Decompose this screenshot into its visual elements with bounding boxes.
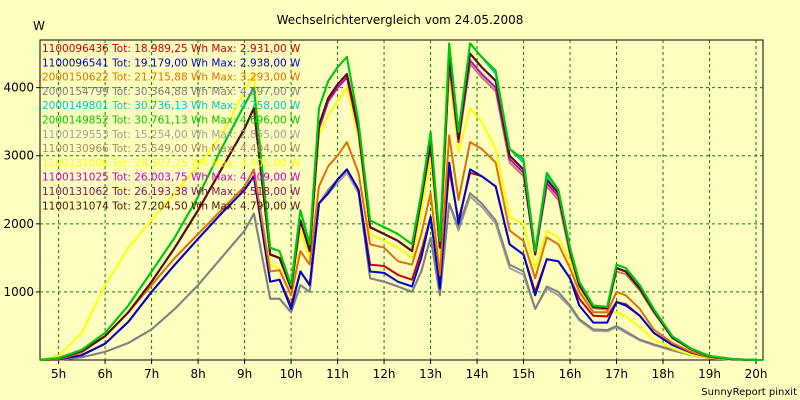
legend-entry-2000149801: 2000149801 Tot: 30.736,13 Wh Max: 4.758,… — [42, 100, 301, 112]
series-line-1100131074 — [39, 52, 763, 361]
x-tick-label: 6h — [97, 367, 112, 381]
x-tick-label: 15h — [512, 367, 535, 381]
legend-entry-1100131006: 1100131006 Tot: 28.307,25 Wh Max: 4.405,… — [42, 157, 301, 169]
chart-title: Wechselrichtervergleich vom 24.05.2008 — [277, 13, 524, 27]
x-tick-label: 5h — [51, 367, 66, 381]
y-tick-label: 3000 — [3, 149, 34, 163]
x-tick-label: 12h — [373, 367, 396, 381]
legend-entry-1100096541: 1100096541 Tot: 19.179,00 Wh Max: 2.938,… — [42, 57, 301, 69]
legend: 1100096436 Tot: 18.989,25 Wh Max: 2.931,… — [42, 43, 301, 212]
series-line-2000149852 — [39, 42, 763, 361]
legend-entry-1100131074: 1100131074 Tot: 27.204,50 Wh Max: 4.790,… — [42, 200, 301, 212]
legend-entry-2000150622: 2000150622 Tot: 21.715,88 Wh Max: 3.293,… — [42, 72, 301, 84]
series-line-2000154799 — [39, 168, 763, 361]
legend-entry-1100131025: 1100131025 Tot: 26.003,75 Wh Max: 4.309,… — [42, 172, 301, 184]
x-tick-label: 19h — [698, 367, 721, 381]
x-tick-label: 13h — [419, 367, 442, 381]
x-tick-label: 16h — [559, 367, 582, 381]
x-tick-label: 11h — [326, 367, 349, 381]
legend-entry-2000154799: 2000154799 Tot: 30.364,88 Wh Max: 4.697,… — [42, 86, 301, 98]
footer-credit: SunnyReport pinxit — [701, 387, 797, 398]
x-tick-label: 9h — [237, 367, 252, 381]
legend-entry-2000149852: 2000149852 Tot: 30.761,13 Wh Max: 4.696,… — [42, 115, 301, 127]
series-line-2000150622 — [39, 134, 763, 361]
x-tick-label: 10h — [280, 367, 303, 381]
x-tick-label: 7h — [144, 367, 159, 381]
x-tick-label: 8h — [190, 367, 205, 381]
legend-entry-1100130966: 1100130966 Tot: 25.549,00 Wh Max: 4.404,… — [42, 143, 301, 155]
plot-area — [39, 39, 764, 361]
legend-entry-1100096436: 1100096436 Tot: 18.989,25 Wh Max: 2.931,… — [42, 43, 301, 55]
series-line-1100096541 — [39, 161, 763, 361]
series-lines — [39, 42, 763, 361]
x-tick-label: 20h — [745, 367, 768, 381]
legend-entry-1100129553: 1100129553 Tot: 15.254,00 Wh Max: 2.855,… — [42, 129, 301, 141]
y-tick-label: 1000 — [3, 285, 34, 299]
y-tick-label: 2000 — [3, 217, 34, 231]
axis-ticks: 5h 6h 7h 8h 9h 10h 11h 12h 13h 14h 15h 16h 17h 18h 19h… — [3, 81, 767, 381]
x-tick-label: 17h — [605, 367, 628, 381]
x-tick-label: 14h — [466, 367, 489, 381]
x-tick-label: 18h — [652, 367, 675, 381]
series-line-1100131006 — [39, 73, 763, 361]
legend-entry-1100131062: 1100131062 Tot: 26.193,38 Wh Max: 4.518,… — [42, 186, 301, 198]
y-tick-label: 4000 — [3, 81, 34, 95]
y-axis-label: W — [33, 19, 45, 33]
